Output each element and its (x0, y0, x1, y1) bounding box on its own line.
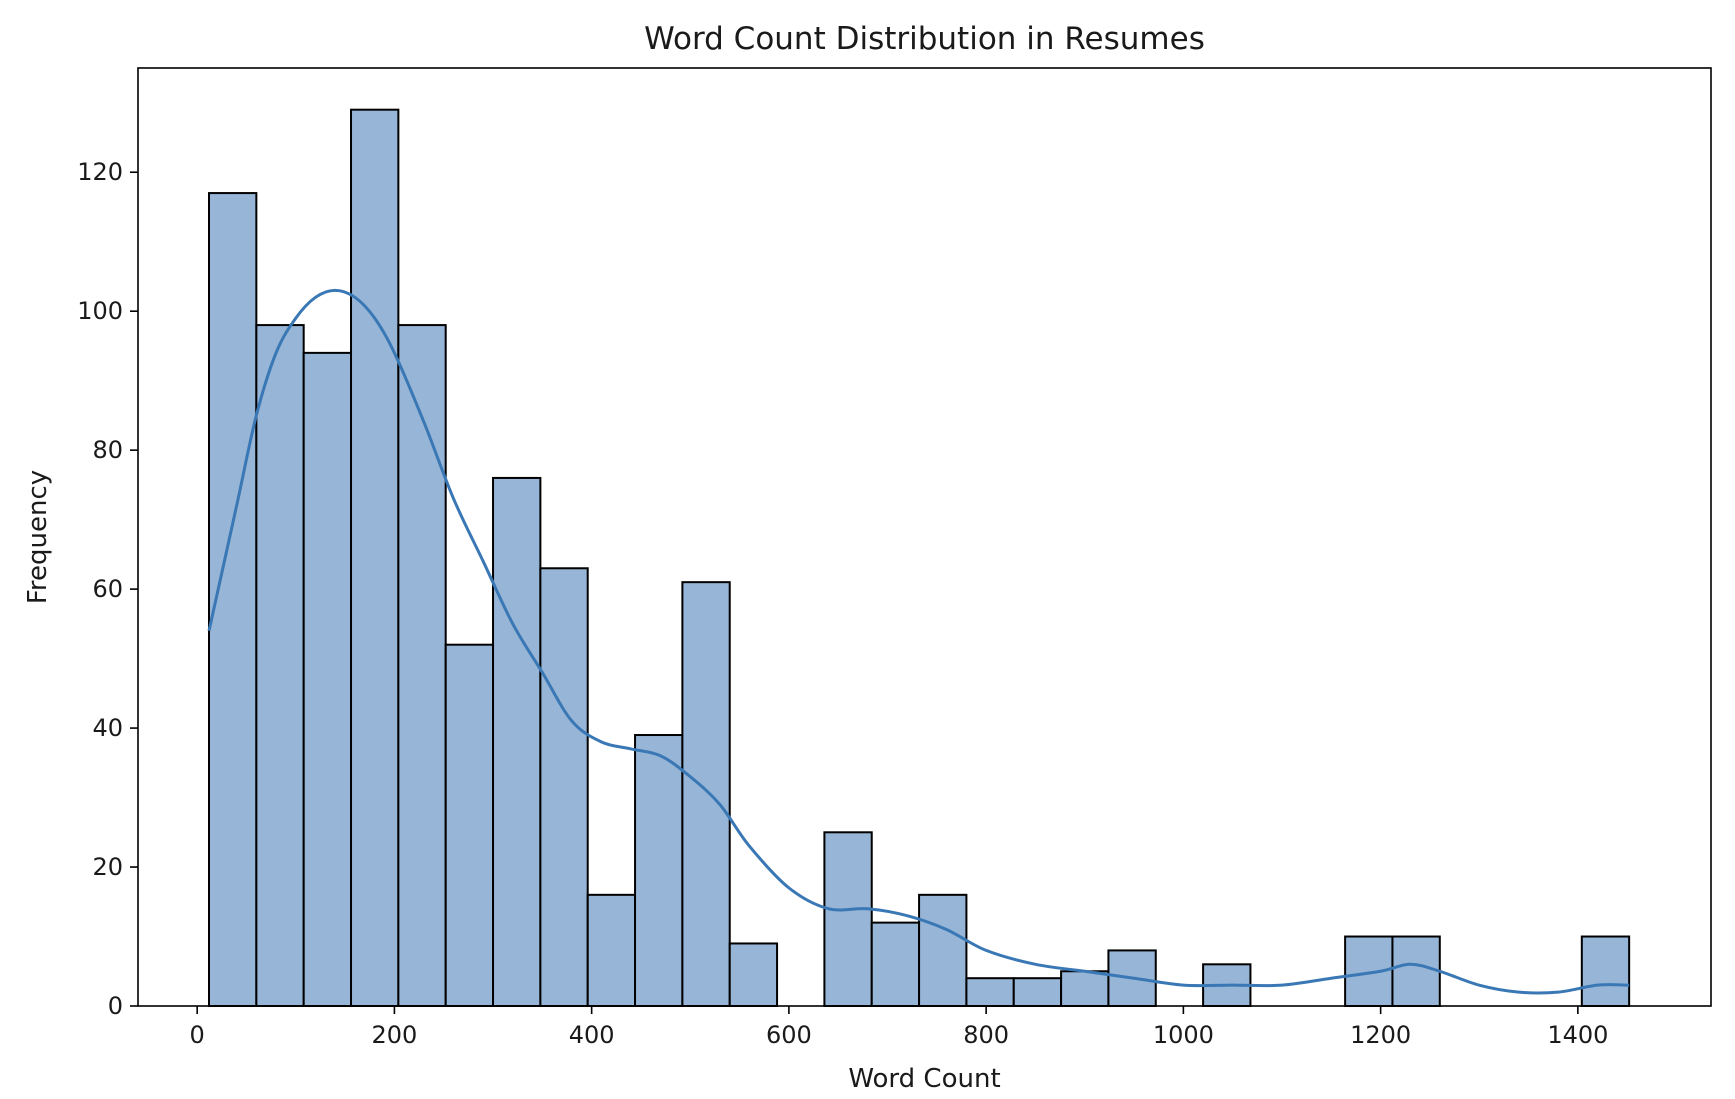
histogram-bar (397, 324, 447, 1007)
x-tick-label: 400 (569, 1021, 615, 1049)
x-tick-label: 200 (372, 1021, 418, 1049)
x-tick-label: 800 (963, 1021, 1009, 1049)
histogram-bar (823, 831, 873, 1008)
histogram-bar (586, 893, 637, 1008)
y-tick-label: 60 (92, 575, 123, 603)
kde-layer (207, 288, 1630, 995)
histogram-bar (1012, 977, 1063, 1007)
histogram-bar (1580, 935, 1631, 1007)
x-tick-label: 600 (766, 1021, 812, 1049)
histogram-bar (681, 581, 731, 1007)
histogram-bar (728, 942, 779, 1008)
bars-layer (208, 108, 1631, 1008)
axes-frame (137, 67, 1712, 1007)
y-tick-label: 100 (77, 297, 123, 325)
histogram-bar (1060, 970, 1110, 1008)
x-tick-label: 0 (190, 1021, 205, 1049)
histogram-bar (918, 893, 968, 1008)
y-axis-label: Frequency (23, 470, 53, 604)
histogram-bar (539, 567, 589, 1007)
y-tick-label: 40 (92, 714, 123, 742)
x-ticks: 0 200 400 600 800 1000 1200 1400 (190, 1006, 1608, 1049)
kde-curve (207, 288, 1630, 995)
histogram-bar (350, 108, 400, 1007)
histogram-bar (965, 977, 1015, 1007)
histogram-bar (634, 734, 684, 1007)
y-ticks: 0 20 40 60 80 100 120 (77, 158, 138, 1020)
y-tick-label: 0 (108, 992, 123, 1020)
y-tick-label: 20 (92, 853, 123, 881)
histogram-bar (255, 324, 305, 1007)
histogram-bar (492, 476, 542, 1007)
x-tick-label: 1000 (1153, 1021, 1214, 1049)
histogram-bar (870, 921, 921, 1007)
histogram-bar (1391, 935, 1441, 1007)
y-tick-label: 80 (92, 436, 123, 464)
y-tick-label: 120 (77, 158, 123, 186)
x-tick-label: 1400 (1547, 1021, 1608, 1049)
histogram-bar (302, 351, 353, 1007)
histogram-bar (444, 643, 495, 1007)
x-axis-label: Word Count (848, 1064, 1000, 1094)
chart-title: Word Count Distribution in Resumes (644, 21, 1205, 57)
x-tick-label: 1200 (1350, 1021, 1411, 1049)
